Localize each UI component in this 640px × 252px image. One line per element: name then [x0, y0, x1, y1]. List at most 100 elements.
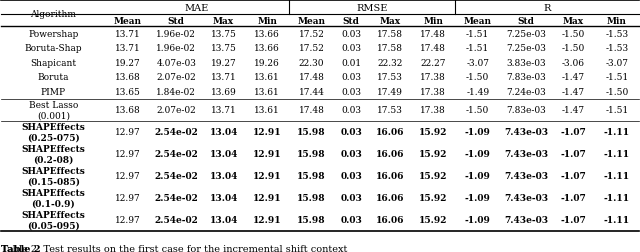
Text: 15.92: 15.92	[419, 215, 447, 225]
Text: 0.03: 0.03	[340, 194, 362, 203]
Text: -1.09: -1.09	[465, 172, 491, 181]
Text: -1.51: -1.51	[605, 106, 628, 115]
Text: 0.03: 0.03	[340, 150, 362, 159]
Text: 13.04: 13.04	[209, 172, 238, 181]
Text: -1.07: -1.07	[561, 172, 586, 181]
Text: SHAPEffects
(0.2-08): SHAPEffects (0.2-08)	[21, 145, 85, 164]
Text: 7.25e-03: 7.25e-03	[506, 30, 546, 39]
Text: -1.11: -1.11	[604, 150, 630, 159]
Text: 17.38: 17.38	[420, 88, 446, 97]
Text: 1.84e-02: 1.84e-02	[156, 88, 196, 97]
Text: 13.61: 13.61	[254, 73, 280, 82]
Text: Std: Std	[168, 17, 185, 25]
Text: 15.92: 15.92	[419, 150, 447, 159]
Text: 2.54e-02: 2.54e-02	[154, 194, 198, 203]
Text: -1.07: -1.07	[561, 128, 586, 137]
Text: SHAPEffects
(0.1-0.9): SHAPEffects (0.1-0.9)	[21, 188, 85, 208]
Text: 13.04: 13.04	[209, 215, 238, 225]
Text: -1.50: -1.50	[466, 73, 490, 82]
Text: Max: Max	[213, 17, 234, 25]
Text: 12.97: 12.97	[115, 215, 141, 225]
Text: 22.27: 22.27	[420, 59, 446, 68]
Text: 16.06: 16.06	[376, 215, 404, 225]
Text: 19.26: 19.26	[254, 59, 280, 68]
Text: 1.96e-02: 1.96e-02	[156, 44, 196, 53]
Text: -1.50: -1.50	[466, 106, 490, 115]
Text: 13.61: 13.61	[254, 88, 280, 97]
Text: 2.54e-02: 2.54e-02	[154, 150, 198, 159]
Text: 17.38: 17.38	[420, 73, 446, 82]
Text: -1.51: -1.51	[605, 73, 628, 82]
Text: 12.97: 12.97	[115, 172, 141, 181]
Text: 12.97: 12.97	[115, 150, 141, 159]
Text: 7.24e-03: 7.24e-03	[506, 88, 546, 97]
Text: 17.58: 17.58	[377, 44, 403, 53]
Text: 7.83e-03: 7.83e-03	[506, 106, 546, 115]
Text: 17.52: 17.52	[299, 44, 324, 53]
Text: 15.92: 15.92	[419, 194, 447, 203]
Text: 16.06: 16.06	[376, 128, 404, 137]
Text: 17.53: 17.53	[377, 73, 403, 82]
Text: 7.83e-03: 7.83e-03	[506, 73, 546, 82]
Text: 13.71: 13.71	[115, 44, 141, 53]
Text: 16.06: 16.06	[376, 194, 404, 203]
Text: Mean: Mean	[298, 17, 326, 25]
Text: Boruta-Shap: Boruta-Shap	[24, 44, 82, 53]
Text: 4.07e-03: 4.07e-03	[156, 59, 196, 68]
Text: 22.30: 22.30	[299, 59, 324, 68]
Text: -1.09: -1.09	[465, 215, 491, 225]
Text: -1.51: -1.51	[466, 44, 490, 53]
Text: 13.68: 13.68	[115, 73, 141, 82]
Text: Mean: Mean	[464, 17, 492, 25]
Text: -1.11: -1.11	[604, 215, 630, 225]
Text: Boruta: Boruta	[38, 73, 69, 82]
Text: -3.07: -3.07	[466, 59, 489, 68]
Text: 16.06: 16.06	[376, 150, 404, 159]
Text: 13.69: 13.69	[211, 88, 237, 97]
Text: -3.06: -3.06	[562, 59, 585, 68]
Text: 17.48: 17.48	[420, 30, 446, 39]
Text: -1.07: -1.07	[561, 215, 586, 225]
Text: RMSE: RMSE	[356, 4, 388, 13]
Text: SHAPEffects
(0.25-075): SHAPEffects (0.25-075)	[21, 123, 85, 142]
Text: -1.11: -1.11	[604, 172, 630, 181]
Text: 12.91: 12.91	[253, 194, 282, 203]
Text: 15.98: 15.98	[297, 194, 326, 203]
Text: 17.58: 17.58	[377, 30, 403, 39]
Text: Shapicant: Shapicant	[30, 59, 76, 68]
Text: 17.53: 17.53	[377, 106, 403, 115]
Text: 13.71: 13.71	[211, 106, 237, 115]
Text: 13.66: 13.66	[254, 44, 280, 53]
Text: Table 2: Table 2	[1, 244, 41, 252]
Text: 2.54e-02: 2.54e-02	[154, 172, 198, 181]
Text: SHAPEffects
(0.15-085): SHAPEffects (0.15-085)	[21, 167, 85, 186]
Text: 17.48: 17.48	[420, 44, 446, 53]
Text: -1.51: -1.51	[466, 30, 490, 39]
Text: 15.92: 15.92	[419, 172, 447, 181]
Text: 7.43e-03: 7.43e-03	[504, 194, 548, 203]
Text: 13.04: 13.04	[209, 150, 238, 159]
Text: 0.01: 0.01	[341, 59, 361, 68]
Text: MAE: MAE	[185, 4, 209, 13]
Text: 0.03: 0.03	[341, 88, 361, 97]
Text: 12.97: 12.97	[115, 128, 141, 137]
Text: 15.98: 15.98	[297, 150, 326, 159]
Text: 0.03: 0.03	[340, 172, 362, 181]
Text: Min: Min	[423, 17, 443, 25]
Text: -1.47: -1.47	[562, 88, 585, 97]
Text: 1.96e-02: 1.96e-02	[156, 30, 196, 39]
Text: Algorithm: Algorithm	[30, 10, 76, 19]
Text: -1.09: -1.09	[465, 128, 491, 137]
Text: -1.09: -1.09	[465, 150, 491, 159]
Text: 19.27: 19.27	[115, 59, 141, 68]
Text: 2.54e-02: 2.54e-02	[154, 128, 198, 137]
Text: 17.52: 17.52	[299, 30, 324, 39]
Text: 7.43e-03: 7.43e-03	[504, 172, 548, 181]
Text: 13.61: 13.61	[254, 106, 280, 115]
Text: 7.43e-03: 7.43e-03	[504, 215, 548, 225]
Text: 12.91: 12.91	[253, 128, 282, 137]
Text: Min: Min	[607, 17, 627, 25]
Text: 15.92: 15.92	[419, 128, 447, 137]
Text: -1.53: -1.53	[605, 30, 628, 39]
Text: 3.83e-03: 3.83e-03	[506, 59, 546, 68]
